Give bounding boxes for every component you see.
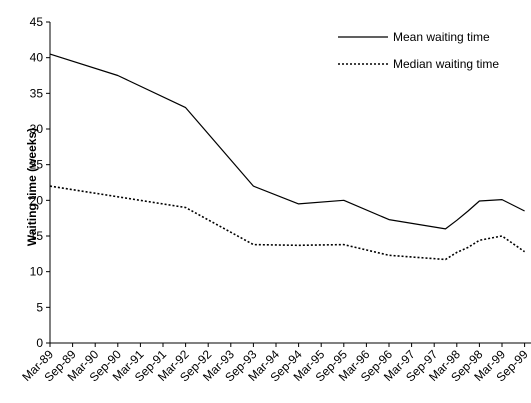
y-tick-label: 45 xyxy=(30,15,44,29)
x-axis-ticks: Mar-89Sep-89Mar-90Sep-90Mar-91Sep-91Mar-… xyxy=(19,343,531,384)
mean-waiting-time-line xyxy=(49,53,525,230)
y-tick-label: 15 xyxy=(30,229,44,243)
y-axis-ticks: 0 5 10 15 20 25 30 35 40 45 xyxy=(30,15,50,350)
y-tick-label: 30 xyxy=(30,122,44,136)
legend-label: Mean waiting time xyxy=(393,30,490,44)
legend-label: Median waiting time xyxy=(393,57,499,71)
y-tick-label: 35 xyxy=(30,86,44,100)
series-layer xyxy=(49,53,526,261)
median-waiting-time-line xyxy=(49,185,526,261)
y-axis-title: Waiting time (weeks) xyxy=(25,128,39,246)
y-tick-label: 40 xyxy=(30,51,44,65)
y-tick-label: 5 xyxy=(36,300,43,314)
y-tick-label: 0 xyxy=(36,336,43,350)
legend: Mean waiting time Median waiting time xyxy=(338,30,499,71)
y-tick-label: 20 xyxy=(30,193,44,207)
y-tick-label: 25 xyxy=(30,158,44,172)
y-tick-label: 10 xyxy=(30,265,44,279)
